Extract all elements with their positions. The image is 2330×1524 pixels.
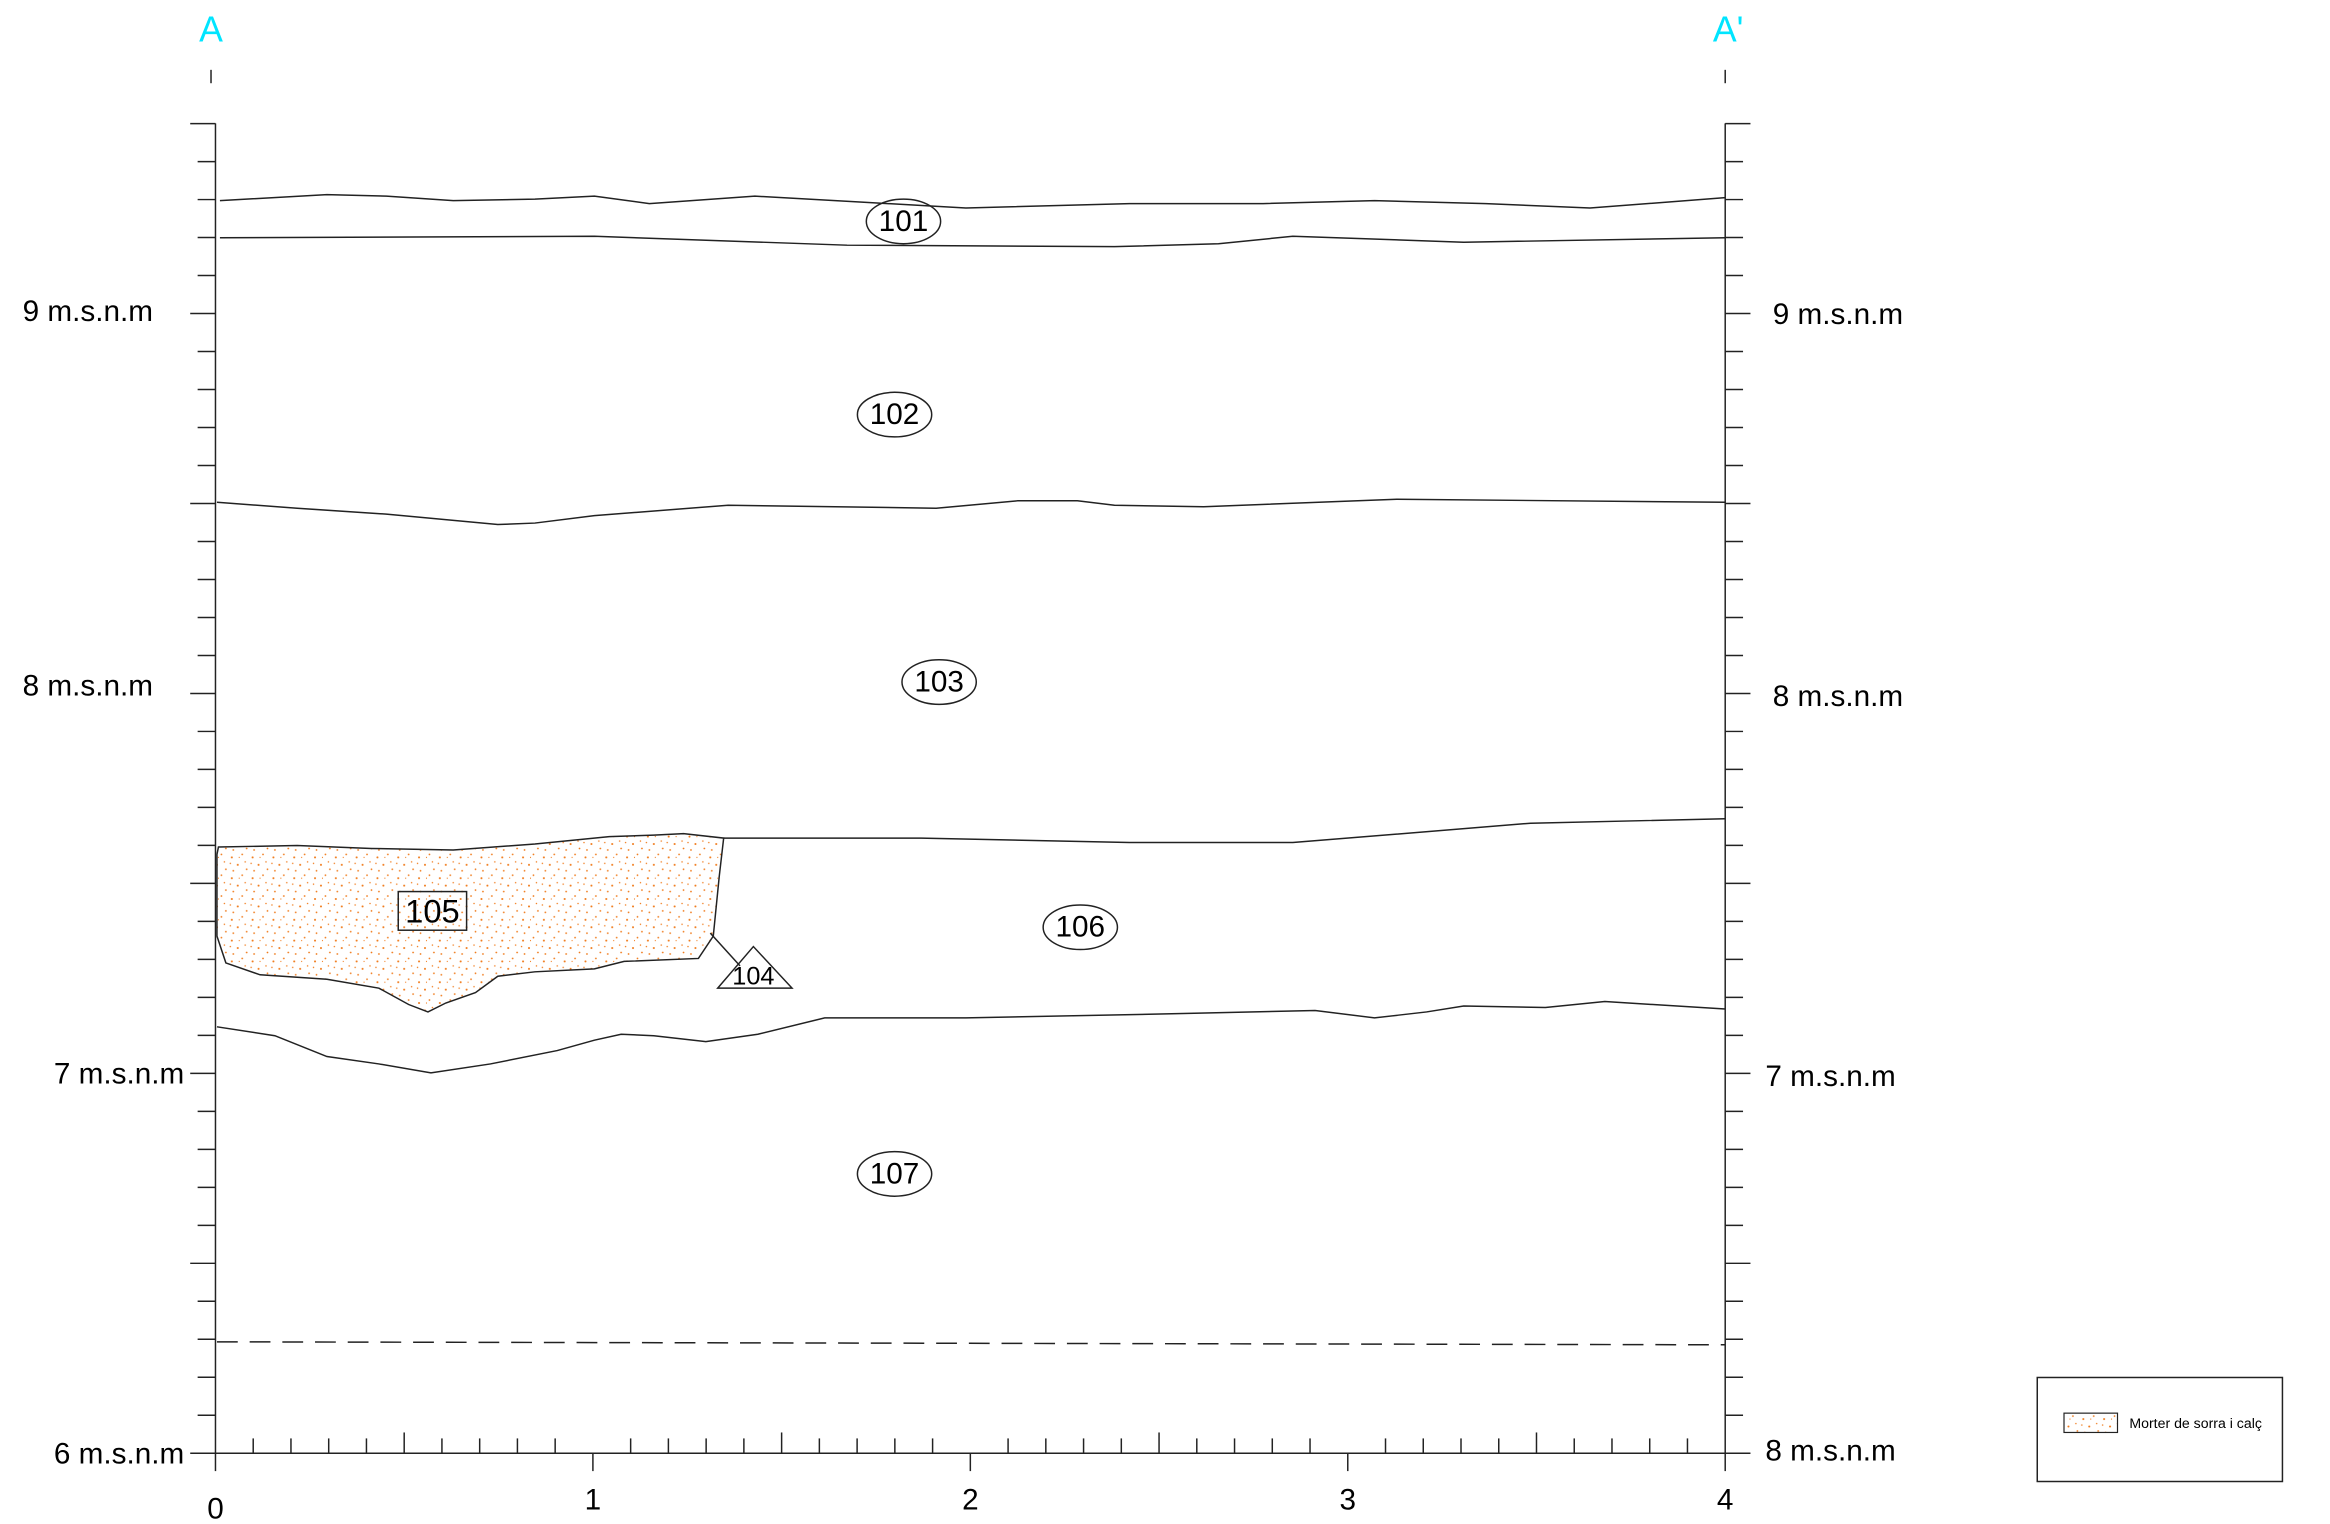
distance-label: 2 xyxy=(962,1484,979,1517)
unit-label: 105 xyxy=(405,892,460,929)
elevation-label: 9 m.s.n.m xyxy=(1773,298,1903,331)
unit-label: 103 xyxy=(914,666,964,699)
unit-label: 107 xyxy=(870,1157,920,1190)
legend-box xyxy=(2036,1376,2284,1483)
layer-boundary xyxy=(219,193,1726,209)
distance-label: 1 xyxy=(585,1484,602,1517)
elevation-label: 8 m.s.n.m xyxy=(23,669,153,702)
section-start: A xyxy=(199,10,223,50)
unit-ellipse xyxy=(1042,904,1119,951)
legend-swatch xyxy=(2063,1412,2119,1434)
elevation-label: 8 m.s.n.m xyxy=(1773,680,1903,713)
unit-triangle xyxy=(716,945,794,989)
unit-ellipse xyxy=(856,391,933,438)
elevation-label: 8 m.s.n.m xyxy=(1765,1435,1895,1468)
distance-label: 3 xyxy=(1340,1484,1357,1517)
distance-label: 0 xyxy=(207,1493,224,1524)
layer-boundary xyxy=(216,1000,1726,1074)
legend-label: Morter de sorra i calç xyxy=(2129,1415,2262,1431)
layer-boundary xyxy=(219,235,1726,248)
unit-label: 101 xyxy=(879,205,929,238)
layer-boundary xyxy=(216,498,1726,526)
leader-line xyxy=(709,932,741,967)
section-end: A' xyxy=(1713,10,1744,50)
elevation-label: 6 m.s.n.m xyxy=(54,1438,184,1471)
elevation-label: 9 m.s.n.m xyxy=(23,295,153,328)
unit-label: 104 xyxy=(732,962,774,990)
unit-ellipse xyxy=(865,198,942,245)
excavation-limit xyxy=(216,1341,1726,1346)
unit-ellipse xyxy=(901,659,978,706)
axis-ticks xyxy=(190,122,1751,1472)
mortar-deposit xyxy=(216,832,725,1013)
distance-label: 4 xyxy=(1717,1484,1734,1517)
unit-label: 102 xyxy=(870,398,920,431)
unit-ellipse xyxy=(856,1150,933,1197)
layer-boundary xyxy=(723,818,1726,844)
elevation-label: 7 m.s.n.m xyxy=(54,1057,184,1090)
unit-box xyxy=(397,890,468,931)
unit-label: 106 xyxy=(1056,911,1106,944)
elevation-label: 7 m.s.n.m xyxy=(1765,1060,1895,1093)
